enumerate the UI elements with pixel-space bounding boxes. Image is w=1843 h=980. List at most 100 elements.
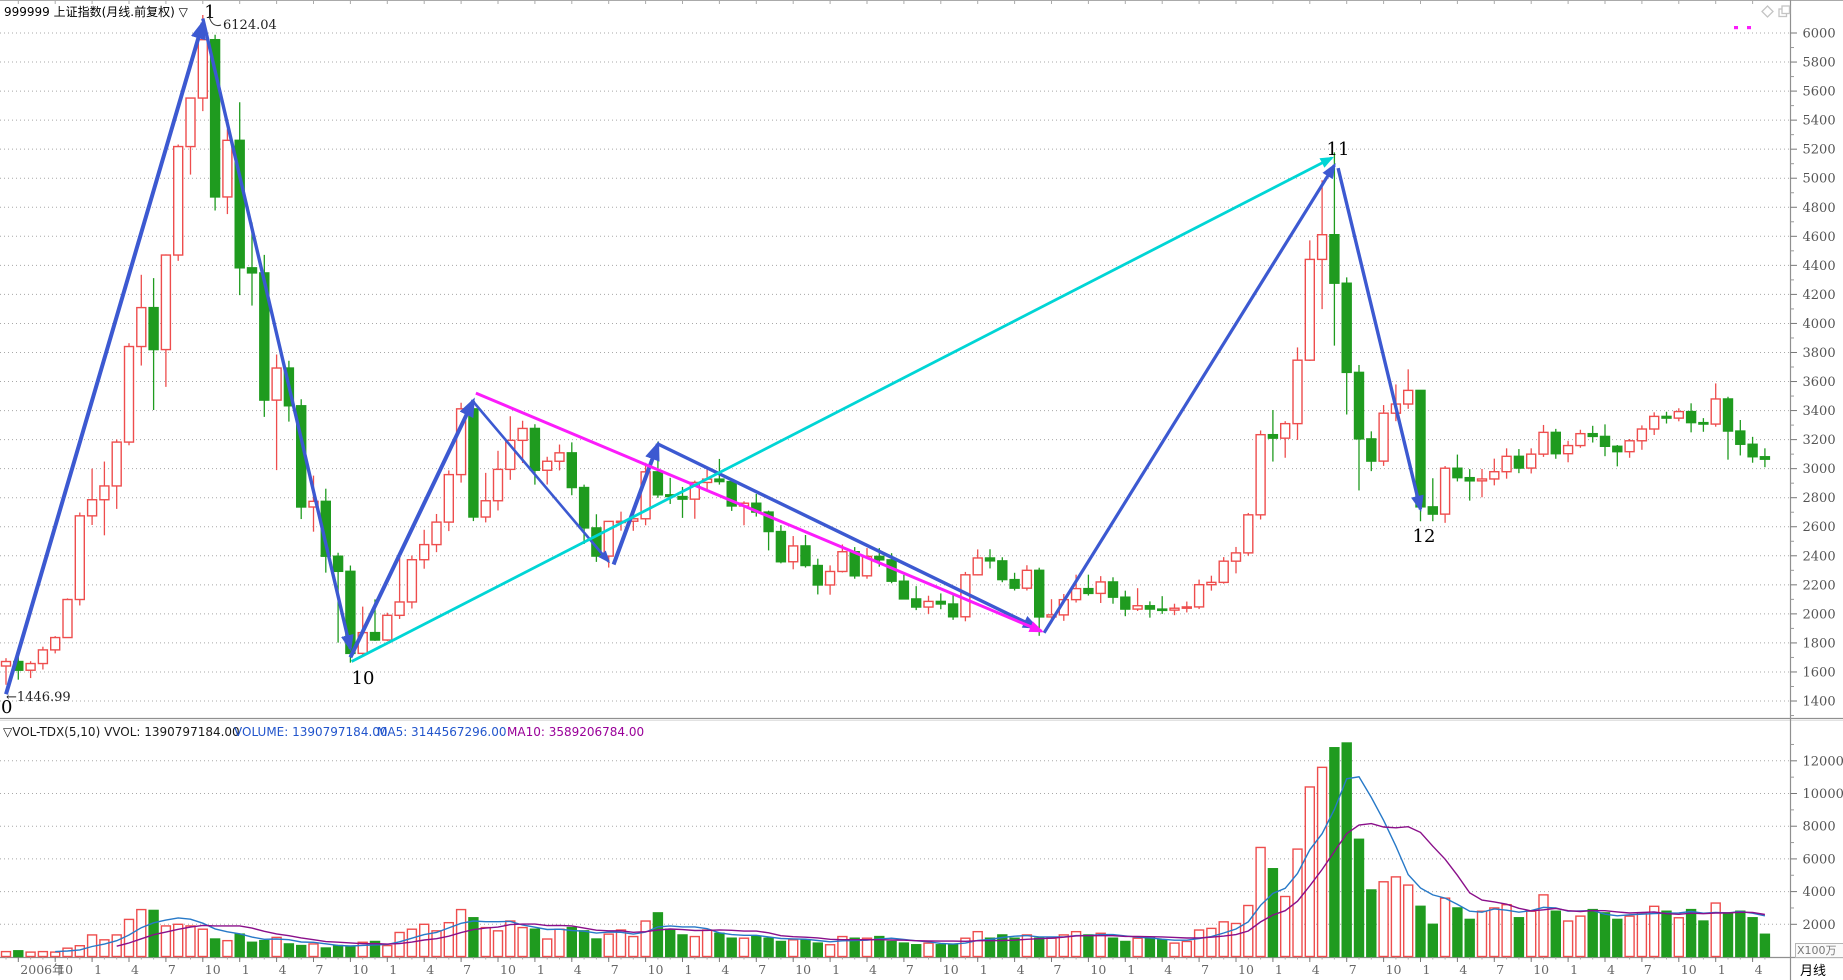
svg-text:4: 4 [1459,962,1467,977]
candlestick-pane[interactable] [0,14,1771,685]
svg-text:7: 7 [906,962,914,977]
svg-text:10: 10 [795,962,811,977]
volume-bar [74,945,86,958]
symbol-title[interactable]: 999999 上证指数(月线.前复权) ▽ [4,5,188,19]
volume-bar [984,937,996,958]
volume-bar [357,941,368,958]
svg-text:7: 7 [758,962,766,977]
grid-lines [0,32,1791,925]
volume-bar [997,934,1008,958]
volume-bar [775,940,787,958]
trend-line-wave-11-to-12 [1336,167,1424,512]
candle [1587,425,1598,443]
svg-text:1: 1 [1127,962,1135,977]
candle [837,544,848,573]
candle [480,472,491,523]
svg-text:4: 4 [131,962,139,977]
svg-text:4: 4 [721,962,729,977]
svg-text:10: 10 [500,962,516,977]
wave-label-12: 12 [1413,526,1436,547]
svg-text:4: 4 [1755,962,1763,977]
svg-text:2006年: 2006年 [20,962,64,977]
window-controls[interactable] [1734,5,1791,30]
candle [1550,428,1562,459]
volume-bar [849,937,860,958]
volume-bar [1439,897,1451,958]
volume-indicator-label[interactable]: ▽VOL-TDX(5,10) VVOL: 1390797184.00 [3,725,240,739]
volume-bar [1267,868,1279,958]
volume-bar [1132,937,1143,958]
volume-bar [222,939,233,958]
volume-bar [1587,908,1598,958]
svg-text:4600: 4600 [1803,230,1836,245]
volume-bar [1058,934,1070,958]
candle [74,512,86,606]
volume-bar [1255,846,1266,958]
volume-bar [1513,917,1525,958]
volume-bar [296,944,307,958]
price-annotations: 6124.04 ←1446.99 [6,15,277,705]
candle [1107,577,1119,604]
svg-text:3200: 3200 [1803,433,1836,448]
candle [1648,412,1660,435]
volume-bar [1083,934,1094,958]
diamond-icon[interactable] [1761,5,1774,18]
volume-bar [1489,907,1500,958]
svg-text:4400: 4400 [1803,259,1836,274]
volume-bar [1156,939,1168,958]
candle [517,420,528,463]
volume-bar [824,944,836,958]
candle [1673,408,1685,422]
volume-bar [1624,915,1635,958]
candle [1316,180,1328,310]
volume-bar [947,944,959,958]
period-selector[interactable]: 月线 [1800,964,1827,979]
candle [972,549,983,576]
svg-text:1: 1 [1275,962,1283,977]
svg-text:1: 1 [242,962,250,977]
volume-value-label: VOLUME: 1390797184.00 [234,725,388,739]
trend-line-wave-up-2010 [611,440,660,566]
volume-bar [1464,918,1475,958]
magenta-marker-dot [1747,26,1751,30]
svg-text:2400: 2400 [1803,549,1836,564]
candle [1021,565,1033,591]
trend-line-wave-down-2010 [472,401,611,564]
svg-text:2800: 2800 [1803,491,1836,506]
svg-text:10: 10 [648,962,664,977]
candle [1083,574,1094,596]
candle [1230,546,1242,574]
volume-bar [1538,894,1549,958]
volume-bar [960,937,971,958]
svg-text:5400: 5400 [1803,114,1836,129]
volume-bar [259,939,270,958]
candle [1279,421,1291,458]
volume-bar [566,926,577,958]
volume-bar [1292,848,1303,958]
volume-bar [25,951,36,958]
svg-text:10000: 10000 [1803,787,1843,802]
volume-bar [1612,918,1623,958]
volume-bar [382,944,393,958]
candle [271,354,282,471]
volume-bar [1107,937,1119,958]
volume-bar [1685,908,1697,958]
candle [136,274,147,366]
overlapping-windows-icon[interactable] [1778,5,1791,18]
candle [1206,575,1217,591]
svg-text:7: 7 [1201,962,1209,977]
wave-label-0: 0 [1,697,12,718]
svg-text:10: 10 [1090,962,1106,977]
candle [1120,590,1131,617]
volume-bar [468,917,479,958]
candle [1439,466,1451,523]
trend-line-wave-up-to-11 [1042,163,1336,634]
volume-bar [1402,884,1414,958]
volume-bar [1747,917,1758,958]
volume-axis: 12000 10000 8000 6000 4000 2000 [1790,743,1843,933]
volume-bar [320,947,331,958]
volume-pane[interactable] [0,742,1771,958]
candle [86,468,98,526]
